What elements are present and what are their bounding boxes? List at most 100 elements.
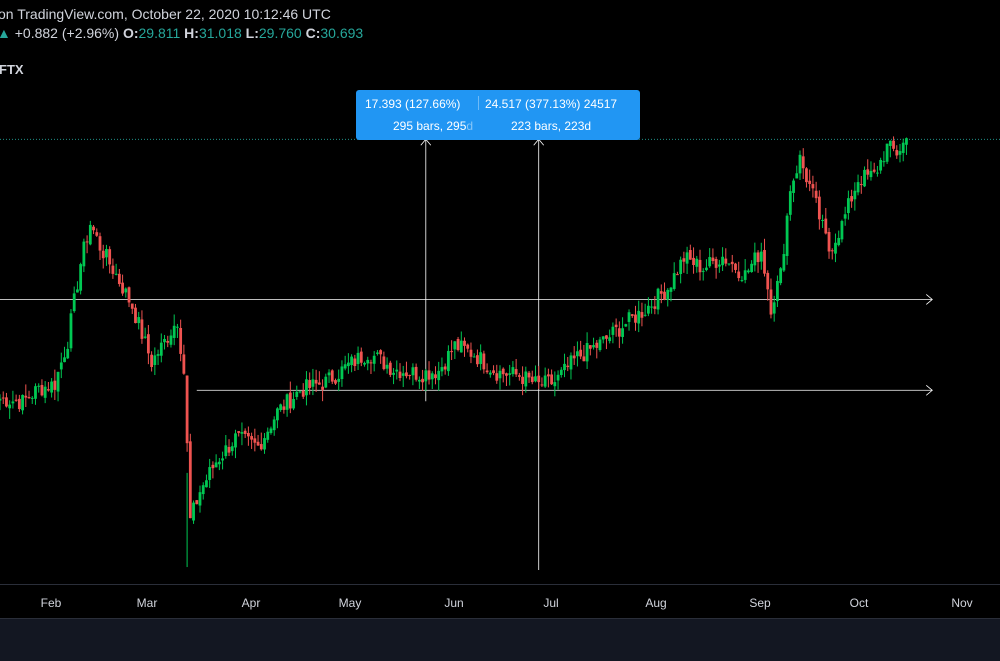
candle-body <box>814 190 818 199</box>
candle-body <box>117 273 121 285</box>
candle-body <box>356 352 360 365</box>
candle-body <box>808 180 812 184</box>
candle-body <box>69 313 73 349</box>
candle-body <box>759 251 763 262</box>
candle-body <box>466 344 470 349</box>
candle-body <box>330 370 334 382</box>
candle-body <box>901 142 905 153</box>
candle-body <box>627 312 631 322</box>
candle-body <box>301 390 305 397</box>
candle-body <box>366 359 370 364</box>
price-level-arrow <box>926 384 933 396</box>
candle-body <box>505 373 508 376</box>
measure-left-bars-text: 295 bars, 295 <box>393 119 467 133</box>
candle-body <box>905 138 908 145</box>
candle-body <box>66 348 70 359</box>
candle-body <box>272 419 276 431</box>
candle-body <box>601 336 605 340</box>
candle-body <box>450 351 454 353</box>
candle-body <box>376 352 379 354</box>
candle-body <box>782 254 786 271</box>
candle-body <box>676 274 679 276</box>
candle-body <box>895 150 899 156</box>
candle-body <box>821 219 824 221</box>
x-tick: Mar <box>136 596 158 610</box>
candle-body <box>169 335 173 345</box>
candle-body <box>163 338 166 343</box>
candle-body <box>195 500 199 505</box>
candle-body <box>88 224 92 245</box>
candle-body <box>540 384 544 386</box>
candle-body <box>840 221 844 240</box>
candle-body <box>205 480 208 488</box>
candle-body <box>611 326 615 335</box>
candle-body <box>859 184 863 186</box>
chart-header: on TradingView.com, October 22, 2020 10:… <box>0 0 1000 56</box>
candle-body <box>837 237 841 246</box>
candle-body <box>527 372 531 378</box>
candle-body <box>588 345 592 349</box>
candle-body <box>82 241 86 267</box>
candle-body <box>427 370 431 380</box>
candle-body <box>492 370 495 374</box>
candle-body <box>795 173 799 179</box>
candle-body <box>240 432 244 434</box>
candle-body <box>534 376 537 382</box>
candle-body <box>634 314 637 323</box>
candle-body <box>476 355 479 365</box>
candle-body <box>892 140 895 149</box>
x-tick: Jul <box>543 596 559 610</box>
candle-body <box>208 467 212 480</box>
candle-body <box>392 372 395 375</box>
candle-body <box>127 287 131 303</box>
candle-body <box>830 250 834 252</box>
candle-body <box>817 196 821 220</box>
candle-body <box>353 358 357 367</box>
candle-body <box>53 380 57 390</box>
candle-body <box>692 257 695 266</box>
candle-body <box>121 282 124 294</box>
candle-body <box>659 291 663 294</box>
candle-body <box>134 307 137 324</box>
candle-body <box>434 374 437 379</box>
measure-right-price: 24.517 (377.13%) 24517 <box>485 97 618 111</box>
open-label: O: <box>122 25 139 41</box>
candle-body <box>724 258 728 264</box>
candle-body <box>298 391 302 393</box>
candle-body <box>750 263 754 273</box>
candle-body <box>488 372 492 375</box>
candle-body <box>105 248 108 258</box>
candle-body <box>624 324 628 327</box>
candle-body <box>408 374 412 376</box>
candlestick-chart[interactable] <box>0 56 1000 584</box>
candle-body <box>572 355 576 359</box>
candle-body <box>443 366 447 370</box>
candle-body <box>879 159 883 171</box>
candle-body <box>17 398 21 410</box>
candle-body <box>314 379 318 384</box>
candle-body <box>395 369 399 372</box>
measure-left-bars: 295 bars, 295d <box>393 119 473 133</box>
candle-body <box>440 367 444 372</box>
candle-body <box>524 371 528 387</box>
candle-body <box>308 380 312 388</box>
candle-body <box>237 431 241 433</box>
candle-body <box>514 369 518 375</box>
candle-body <box>827 231 831 252</box>
candle-body <box>546 374 550 377</box>
candle-body <box>511 367 515 375</box>
candle-body <box>717 264 721 267</box>
candle-body <box>472 356 476 358</box>
candle-body <box>185 375 189 444</box>
candle-body <box>372 355 376 364</box>
candle-body <box>708 257 712 267</box>
candle-body <box>363 362 366 365</box>
candle-body <box>656 288 660 310</box>
candle-body <box>479 352 483 365</box>
candle-body <box>256 441 260 446</box>
candle-body <box>792 180 795 193</box>
candle-body <box>5 397 8 407</box>
candle-body <box>411 367 415 376</box>
candle-body <box>685 252 689 264</box>
candle-body <box>414 366 418 380</box>
